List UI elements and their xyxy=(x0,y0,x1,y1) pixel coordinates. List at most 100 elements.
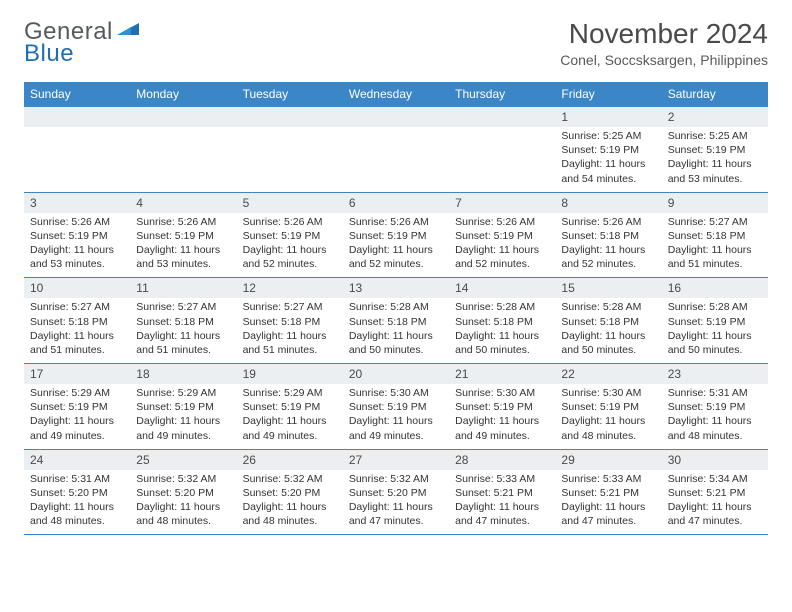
daylight-text: Daylight: 11 hours and 48 minutes. xyxy=(30,500,124,528)
calendar-page: General Blue November 2024 Conel, Soccsk… xyxy=(0,0,792,553)
weekday-label: Monday xyxy=(130,82,236,106)
day-number: 18 xyxy=(130,364,236,384)
day-number xyxy=(130,107,236,127)
sunrise-text: Sunrise: 5:26 AM xyxy=(561,215,655,229)
day-number: 27 xyxy=(343,450,449,470)
sunrise-text: Sunrise: 5:25 AM xyxy=(561,129,655,143)
day-details: Sunrise: 5:27 AMSunset: 5:18 PMDaylight:… xyxy=(237,298,343,363)
daylight-text: Daylight: 11 hours and 51 minutes. xyxy=(243,329,337,357)
sunset-text: Sunset: 5:19 PM xyxy=(243,400,337,414)
sunset-text: Sunset: 5:20 PM xyxy=(30,486,124,500)
day-details xyxy=(343,127,449,192)
sunset-text: Sunset: 5:19 PM xyxy=(349,229,443,243)
day-number: 6 xyxy=(343,193,449,213)
daylight-text: Daylight: 11 hours and 49 minutes. xyxy=(136,414,230,442)
sunset-text: Sunset: 5:20 PM xyxy=(243,486,337,500)
day-number: 20 xyxy=(343,364,449,384)
weekday-label: Sunday xyxy=(24,82,130,106)
weekday-label: Tuesday xyxy=(237,82,343,106)
day-details: Sunrise: 5:26 AMSunset: 5:19 PMDaylight:… xyxy=(237,213,343,278)
day-details xyxy=(449,127,555,192)
day-number: 17 xyxy=(24,364,130,384)
day-number: 29 xyxy=(555,450,661,470)
day-details: Sunrise: 5:26 AMSunset: 5:19 PMDaylight:… xyxy=(449,213,555,278)
daylight-text: Daylight: 11 hours and 48 minutes. xyxy=(561,414,655,442)
sunset-text: Sunset: 5:21 PM xyxy=(668,486,762,500)
day-details: Sunrise: 5:33 AMSunset: 5:21 PMDaylight:… xyxy=(449,470,555,535)
sunset-text: Sunset: 5:18 PM xyxy=(136,315,230,329)
daylight-text: Daylight: 11 hours and 51 minutes. xyxy=(136,329,230,357)
day-number: 14 xyxy=(449,278,555,298)
sunset-text: Sunset: 5:19 PM xyxy=(30,229,124,243)
daynum-row: 24252627282930 xyxy=(24,449,768,470)
logo-text-block: General Blue xyxy=(24,18,139,74)
day-number: 8 xyxy=(555,193,661,213)
sunset-text: Sunset: 5:18 PM xyxy=(243,315,337,329)
day-details: Sunrise: 5:28 AMSunset: 5:18 PMDaylight:… xyxy=(555,298,661,363)
day-details: Sunrise: 5:28 AMSunset: 5:18 PMDaylight:… xyxy=(343,298,449,363)
day-number: 7 xyxy=(449,193,555,213)
sunset-text: Sunset: 5:19 PM xyxy=(136,229,230,243)
day-details: Sunrise: 5:32 AMSunset: 5:20 PMDaylight:… xyxy=(237,470,343,535)
sunrise-text: Sunrise: 5:26 AM xyxy=(136,215,230,229)
day-number: 1 xyxy=(555,107,661,127)
sunrise-text: Sunrise: 5:29 AM xyxy=(243,386,337,400)
daynum-row: 3456789 xyxy=(24,192,768,213)
sunset-text: Sunset: 5:18 PM xyxy=(30,315,124,329)
day-details: Sunrise: 5:27 AMSunset: 5:18 PMDaylight:… xyxy=(24,298,130,363)
day-number xyxy=(24,107,130,127)
daylight-text: Daylight: 11 hours and 49 minutes. xyxy=(30,414,124,442)
day-number: 12 xyxy=(237,278,343,298)
daylight-text: Daylight: 11 hours and 48 minutes. xyxy=(243,500,337,528)
sunrise-text: Sunrise: 5:26 AM xyxy=(455,215,549,229)
sunrise-text: Sunrise: 5:32 AM xyxy=(349,472,443,486)
sunset-text: Sunset: 5:20 PM xyxy=(349,486,443,500)
day-details: Sunrise: 5:27 AMSunset: 5:18 PMDaylight:… xyxy=(662,213,768,278)
weekday-label: Saturday xyxy=(662,82,768,106)
day-details: Sunrise: 5:32 AMSunset: 5:20 PMDaylight:… xyxy=(343,470,449,535)
day-number: 19 xyxy=(237,364,343,384)
weeks-container: 12Sunrise: 5:25 AMSunset: 5:19 PMDayligh… xyxy=(24,106,768,535)
sunrise-text: Sunrise: 5:27 AM xyxy=(30,300,124,314)
day-number: 10 xyxy=(24,278,130,298)
sunrise-text: Sunrise: 5:31 AM xyxy=(30,472,124,486)
day-details: Sunrise: 5:29 AMSunset: 5:19 PMDaylight:… xyxy=(130,384,236,449)
day-number xyxy=(343,107,449,127)
daylight-text: Daylight: 11 hours and 53 minutes. xyxy=(30,243,124,271)
day-details: Sunrise: 5:32 AMSunset: 5:20 PMDaylight:… xyxy=(130,470,236,535)
logo-triangle-icon xyxy=(117,21,139,39)
month-title: November 2024 xyxy=(560,18,768,50)
location: Conel, Soccsksargen, Philippines xyxy=(560,52,768,68)
day-details: Sunrise: 5:26 AMSunset: 5:18 PMDaylight:… xyxy=(555,213,661,278)
sunset-text: Sunset: 5:18 PM xyxy=(668,229,762,243)
daylight-text: Daylight: 11 hours and 52 minutes. xyxy=(561,243,655,271)
day-details: Sunrise: 5:26 AMSunset: 5:19 PMDaylight:… xyxy=(130,213,236,278)
daylight-text: Daylight: 11 hours and 48 minutes. xyxy=(136,500,230,528)
sunrise-text: Sunrise: 5:27 AM xyxy=(668,215,762,229)
day-number: 11 xyxy=(130,278,236,298)
sunset-text: Sunset: 5:19 PM xyxy=(30,400,124,414)
day-number: 22 xyxy=(555,364,661,384)
sunrise-text: Sunrise: 5:28 AM xyxy=(455,300,549,314)
weekday-label: Thursday xyxy=(449,82,555,106)
sunrise-text: Sunrise: 5:30 AM xyxy=(349,386,443,400)
day-number: 23 xyxy=(662,364,768,384)
day-number xyxy=(237,107,343,127)
daylight-text: Daylight: 11 hours and 47 minutes. xyxy=(349,500,443,528)
day-details: Sunrise: 5:26 AMSunset: 5:19 PMDaylight:… xyxy=(24,213,130,278)
sunset-text: Sunset: 5:18 PM xyxy=(455,315,549,329)
sunset-text: Sunset: 5:19 PM xyxy=(561,143,655,157)
daylight-text: Daylight: 11 hours and 47 minutes. xyxy=(455,500,549,528)
details-row: Sunrise: 5:25 AMSunset: 5:19 PMDaylight:… xyxy=(24,127,768,192)
day-number: 13 xyxy=(343,278,449,298)
details-row: Sunrise: 5:26 AMSunset: 5:19 PMDaylight:… xyxy=(24,213,768,278)
day-details xyxy=(24,127,130,192)
daylight-text: Daylight: 11 hours and 47 minutes. xyxy=(561,500,655,528)
sunrise-text: Sunrise: 5:26 AM xyxy=(30,215,124,229)
day-details: Sunrise: 5:31 AMSunset: 5:19 PMDaylight:… xyxy=(662,384,768,449)
day-details: Sunrise: 5:28 AMSunset: 5:18 PMDaylight:… xyxy=(449,298,555,363)
logo: General Blue xyxy=(24,18,139,74)
details-row: Sunrise: 5:27 AMSunset: 5:18 PMDaylight:… xyxy=(24,298,768,363)
details-row: Sunrise: 5:31 AMSunset: 5:20 PMDaylight:… xyxy=(24,470,768,536)
daynum-row: 12 xyxy=(24,106,768,127)
